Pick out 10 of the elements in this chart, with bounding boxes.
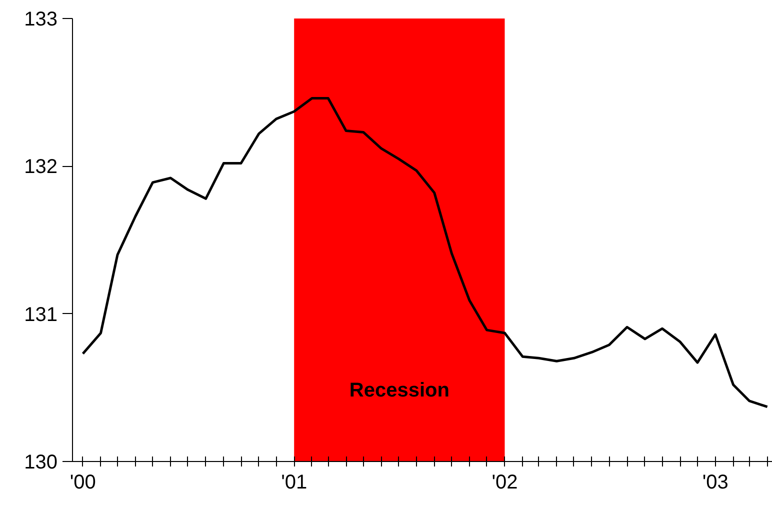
x-tick-label: '03	[702, 472, 728, 494]
x-tick-label: '00	[70, 472, 96, 494]
x-tick-label: '01	[281, 472, 308, 494]
y-tick-label: 132	[24, 156, 58, 178]
y-tick-label: 133	[24, 8, 58, 30]
band-label: Recession	[349, 380, 450, 402]
x-tick-label: '02	[492, 472, 518, 494]
y-tick-label: 130	[24, 452, 58, 474]
y-tick-label: 131	[24, 304, 58, 326]
line-series	[82, 96, 769, 408]
